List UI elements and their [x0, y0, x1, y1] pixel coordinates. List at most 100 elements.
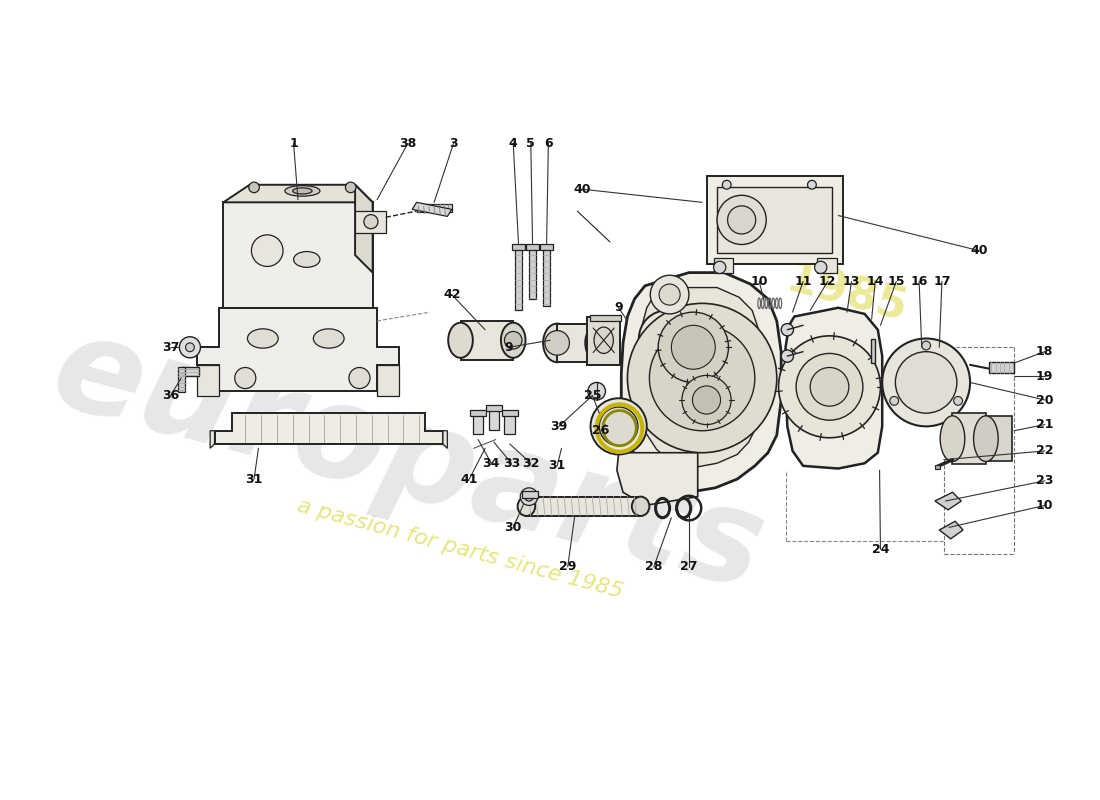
- Circle shape: [249, 182, 260, 193]
- Ellipse shape: [543, 323, 571, 362]
- Polygon shape: [636, 287, 761, 468]
- Bar: [817, 258, 836, 274]
- Circle shape: [600, 407, 638, 446]
- Circle shape: [717, 195, 767, 245]
- Circle shape: [671, 326, 715, 370]
- Ellipse shape: [248, 329, 278, 348]
- Text: 12: 12: [820, 275, 836, 288]
- Text: 11: 11: [794, 275, 812, 288]
- Text: 40: 40: [970, 244, 988, 257]
- Polygon shape: [197, 308, 399, 391]
- Circle shape: [714, 261, 726, 274]
- Circle shape: [364, 214, 378, 229]
- Bar: [515, 246, 522, 310]
- Bar: [590, 314, 621, 321]
- Circle shape: [658, 312, 728, 382]
- Circle shape: [890, 397, 899, 406]
- Circle shape: [922, 341, 931, 350]
- Circle shape: [520, 488, 538, 506]
- Text: 19: 19: [1036, 370, 1054, 382]
- Circle shape: [649, 326, 755, 430]
- Bar: [488, 408, 499, 430]
- Circle shape: [627, 303, 777, 453]
- Circle shape: [659, 284, 680, 305]
- Text: 29: 29: [559, 561, 576, 574]
- Bar: [522, 491, 538, 498]
- Text: 34: 34: [483, 457, 499, 470]
- Bar: [540, 244, 553, 250]
- Polygon shape: [223, 185, 373, 202]
- Ellipse shape: [585, 323, 614, 362]
- Bar: [935, 465, 940, 470]
- Polygon shape: [939, 522, 962, 539]
- Circle shape: [815, 261, 827, 274]
- Bar: [461, 321, 514, 361]
- Ellipse shape: [974, 416, 998, 462]
- Text: 38: 38: [399, 137, 417, 150]
- Circle shape: [639, 310, 695, 366]
- Circle shape: [587, 382, 605, 400]
- Text: 9: 9: [614, 302, 623, 314]
- Circle shape: [807, 180, 816, 189]
- Bar: [470, 410, 486, 416]
- Bar: [527, 497, 640, 516]
- Polygon shape: [935, 492, 961, 510]
- Bar: [527, 244, 539, 250]
- Polygon shape: [617, 453, 697, 506]
- Bar: [177, 367, 185, 392]
- Text: 15: 15: [888, 275, 905, 288]
- Ellipse shape: [631, 497, 649, 516]
- Polygon shape: [197, 365, 219, 396]
- Circle shape: [544, 330, 570, 355]
- Bar: [558, 323, 600, 362]
- Text: 21: 21: [1036, 418, 1054, 431]
- Text: 31: 31: [245, 473, 263, 486]
- Text: 9: 9: [505, 341, 513, 354]
- Circle shape: [505, 331, 522, 349]
- Circle shape: [650, 275, 689, 314]
- Text: 23: 23: [1036, 474, 1054, 487]
- Text: 32: 32: [522, 457, 539, 470]
- Bar: [182, 367, 199, 376]
- Bar: [355, 211, 386, 233]
- Circle shape: [882, 338, 970, 426]
- Circle shape: [781, 323, 793, 336]
- Circle shape: [186, 343, 195, 352]
- Text: 14: 14: [867, 275, 884, 288]
- Circle shape: [723, 180, 732, 189]
- Bar: [529, 246, 536, 299]
- Text: 16: 16: [911, 275, 927, 288]
- Polygon shape: [443, 430, 448, 448]
- Polygon shape: [785, 308, 882, 469]
- Text: 39: 39: [550, 420, 568, 433]
- Text: 4: 4: [509, 137, 518, 150]
- Bar: [989, 362, 1014, 373]
- Text: 37: 37: [162, 341, 179, 354]
- Text: 27: 27: [680, 561, 697, 574]
- Bar: [473, 412, 483, 434]
- Text: 31: 31: [549, 459, 565, 472]
- Bar: [587, 318, 620, 365]
- Text: 20: 20: [1036, 394, 1054, 406]
- Ellipse shape: [294, 251, 320, 267]
- Text: 26: 26: [593, 424, 609, 438]
- Circle shape: [727, 206, 756, 234]
- Bar: [714, 258, 733, 274]
- Polygon shape: [214, 413, 443, 444]
- Polygon shape: [621, 273, 781, 492]
- Text: 25: 25: [583, 389, 601, 402]
- Bar: [513, 244, 525, 250]
- Ellipse shape: [594, 327, 614, 354]
- Text: 36: 36: [162, 389, 179, 402]
- Bar: [953, 413, 986, 464]
- Polygon shape: [377, 365, 399, 396]
- Circle shape: [895, 352, 957, 413]
- Polygon shape: [355, 185, 373, 273]
- Circle shape: [591, 398, 647, 454]
- Circle shape: [692, 386, 720, 414]
- Ellipse shape: [500, 322, 526, 358]
- Ellipse shape: [940, 416, 965, 462]
- Bar: [417, 204, 452, 212]
- Text: 22: 22: [1036, 445, 1054, 458]
- Circle shape: [345, 182, 356, 193]
